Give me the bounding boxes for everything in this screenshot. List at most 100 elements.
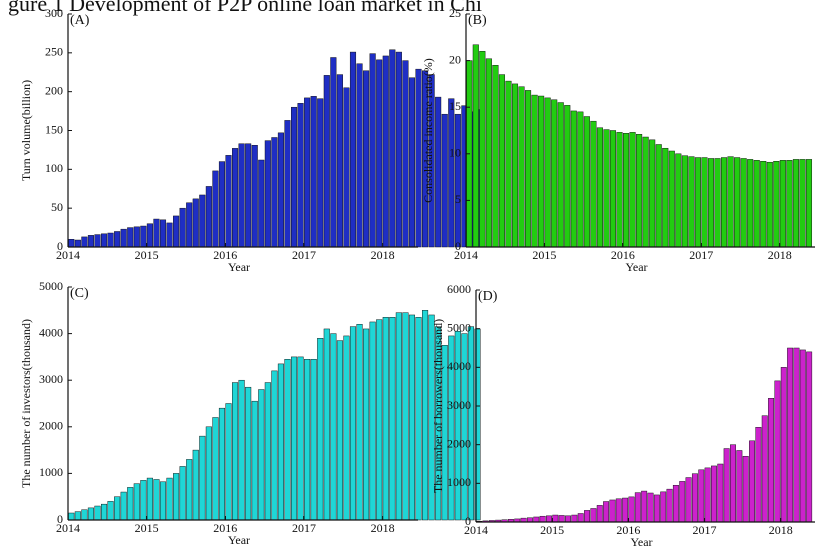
panel-a-bar bbox=[100, 233, 108, 248]
panel-b-x-tick-label: 2016 bbox=[611, 248, 635, 262]
panel-b-bar bbox=[531, 94, 538, 248]
panel-b-bar bbox=[649, 139, 656, 248]
panel-d-y-tick-label: 5000 bbox=[447, 320, 471, 334]
panel-c-bar bbox=[369, 321, 376, 521]
panel-c-bar bbox=[356, 324, 363, 521]
panel-b-bar bbox=[525, 90, 532, 248]
panel-c-bar bbox=[376, 319, 383, 521]
panel-d-bar bbox=[558, 515, 565, 523]
panel-d-x-tick-label: 2017 bbox=[693, 523, 717, 537]
panel-d-bar bbox=[552, 514, 559, 523]
panel-c-bar bbox=[81, 509, 88, 521]
panel-d-bar bbox=[596, 505, 603, 523]
panel-c-bar bbox=[225, 403, 232, 521]
panel-a-bar bbox=[454, 113, 461, 248]
panel-a-bar bbox=[68, 239, 75, 248]
panel-d-x-tick-label: 2016 bbox=[616, 523, 640, 537]
panel-a-bar bbox=[415, 68, 422, 248]
panel-c-bar bbox=[349, 326, 357, 521]
panel-d-bar bbox=[685, 477, 692, 523]
panel-a-bar bbox=[192, 198, 199, 248]
panel-a-tag: (A) bbox=[70, 13, 90, 28]
panel-a-x-tick-label: 2017 bbox=[292, 248, 316, 262]
panel-a-bar bbox=[356, 63, 363, 248]
panel-c-bar bbox=[330, 333, 337, 521]
panel-c-bar bbox=[205, 426, 212, 521]
panel-a-x-tick-label: 2018 bbox=[371, 248, 395, 262]
panel-c-bar bbox=[100, 503, 108, 521]
panel-a-bar bbox=[284, 120, 291, 248]
panel-d-bar bbox=[723, 448, 730, 523]
panel-d-y-tick-label: 0 bbox=[465, 514, 471, 528]
panel-a-bar bbox=[74, 239, 81, 248]
panel-a-bar bbox=[264, 140, 271, 248]
panel-c-bar bbox=[389, 317, 396, 521]
panel-b-bar bbox=[688, 156, 695, 248]
panel-a-bar bbox=[258, 159, 265, 248]
panel-a-x-tick-label: 2016 bbox=[213, 248, 237, 262]
panel-c-bar bbox=[402, 312, 409, 521]
panel-c-bar bbox=[238, 379, 245, 521]
panel-c-bar bbox=[428, 314, 435, 521]
panel-b-bar bbox=[727, 156, 734, 248]
panel-a-bar bbox=[238, 143, 245, 248]
panel-a-bar bbox=[146, 223, 153, 248]
panel-a-bar bbox=[448, 98, 455, 248]
panel-c-x-axis-label: Year bbox=[228, 533, 250, 547]
panel-a-bar bbox=[343, 87, 350, 248]
panel-b-x-tick-label: 2014 bbox=[454, 248, 478, 262]
panel-a-bar bbox=[173, 215, 180, 248]
panel-c-bar bbox=[192, 449, 199, 521]
panel-d-bar bbox=[742, 456, 749, 523]
panel-a-bar bbox=[120, 228, 127, 248]
panel-a-bar bbox=[435, 96, 442, 248]
panel-c-bar bbox=[173, 473, 180, 521]
panel-b-bar bbox=[609, 130, 617, 248]
panel-c-x-tick-label: 2018 bbox=[371, 521, 395, 535]
panel-b-bar bbox=[734, 157, 741, 248]
panel-d-bar bbox=[774, 380, 781, 523]
panel-a-bar bbox=[199, 194, 206, 248]
panel-d-borrowers: 0 1000 2000 3000 4000 5000 6000 2014 2015 2016 201… bbox=[431, 282, 815, 549]
panel-b-x-tick-label: 2018 bbox=[768, 248, 792, 262]
panel-d-bar bbox=[590, 508, 597, 523]
panel-a-bar bbox=[408, 77, 416, 248]
panel-c-bar bbox=[212, 417, 219, 521]
panel-a-y-tick-label: 100 bbox=[45, 161, 63, 175]
panel-d-bar bbox=[691, 473, 698, 523]
panel-c-bar bbox=[264, 382, 271, 521]
panel-a-y-tick-label: 50 bbox=[51, 200, 63, 214]
panel-b-bar bbox=[714, 158, 721, 248]
panel-d-bar bbox=[533, 516, 540, 523]
panel-c-bar bbox=[284, 359, 291, 521]
panel-a-bar bbox=[94, 234, 101, 248]
panel-b-bar bbox=[668, 150, 675, 248]
panel-d-bar bbox=[711, 465, 717, 523]
panel-c-x-tick-label: 2017 bbox=[292, 521, 316, 535]
panel-c-tag: (C) bbox=[70, 286, 89, 301]
panel-a-bar bbox=[402, 60, 409, 248]
panel-b-bar bbox=[479, 51, 486, 248]
panel-b-y-tick-label: 15 bbox=[449, 99, 461, 113]
panel-c-x-tick-label: 2016 bbox=[213, 521, 237, 535]
panel-d-tag: (D) bbox=[478, 289, 498, 304]
panel-b-bar bbox=[544, 97, 551, 248]
panel-c-bar bbox=[232, 382, 239, 521]
panel-d-bar bbox=[641, 490, 648, 523]
panel-c-bar bbox=[422, 310, 429, 521]
panel-b-bar bbox=[707, 158, 715, 248]
panel-b-bar bbox=[590, 120, 597, 248]
panel-d-y-tick-label: 4000 bbox=[447, 359, 471, 373]
panel-d-bar bbox=[672, 485, 679, 523]
panel-c-bar bbox=[304, 359, 311, 521]
panel-d-bar bbox=[584, 510, 591, 523]
panel-a-bar bbox=[186, 202, 193, 248]
panel-b-bar bbox=[498, 74, 505, 248]
panel-d-bar bbox=[768, 398, 775, 523]
panel-b-y-tick-label: 5 bbox=[455, 192, 461, 206]
panel-c-bar bbox=[107, 501, 114, 521]
panel-b-bar bbox=[623, 133, 630, 248]
panel-c-y-tick-label: 1000 bbox=[39, 465, 63, 479]
panel-c-y-tick-label: 3000 bbox=[39, 372, 63, 386]
panel-d-bar bbox=[653, 494, 660, 523]
